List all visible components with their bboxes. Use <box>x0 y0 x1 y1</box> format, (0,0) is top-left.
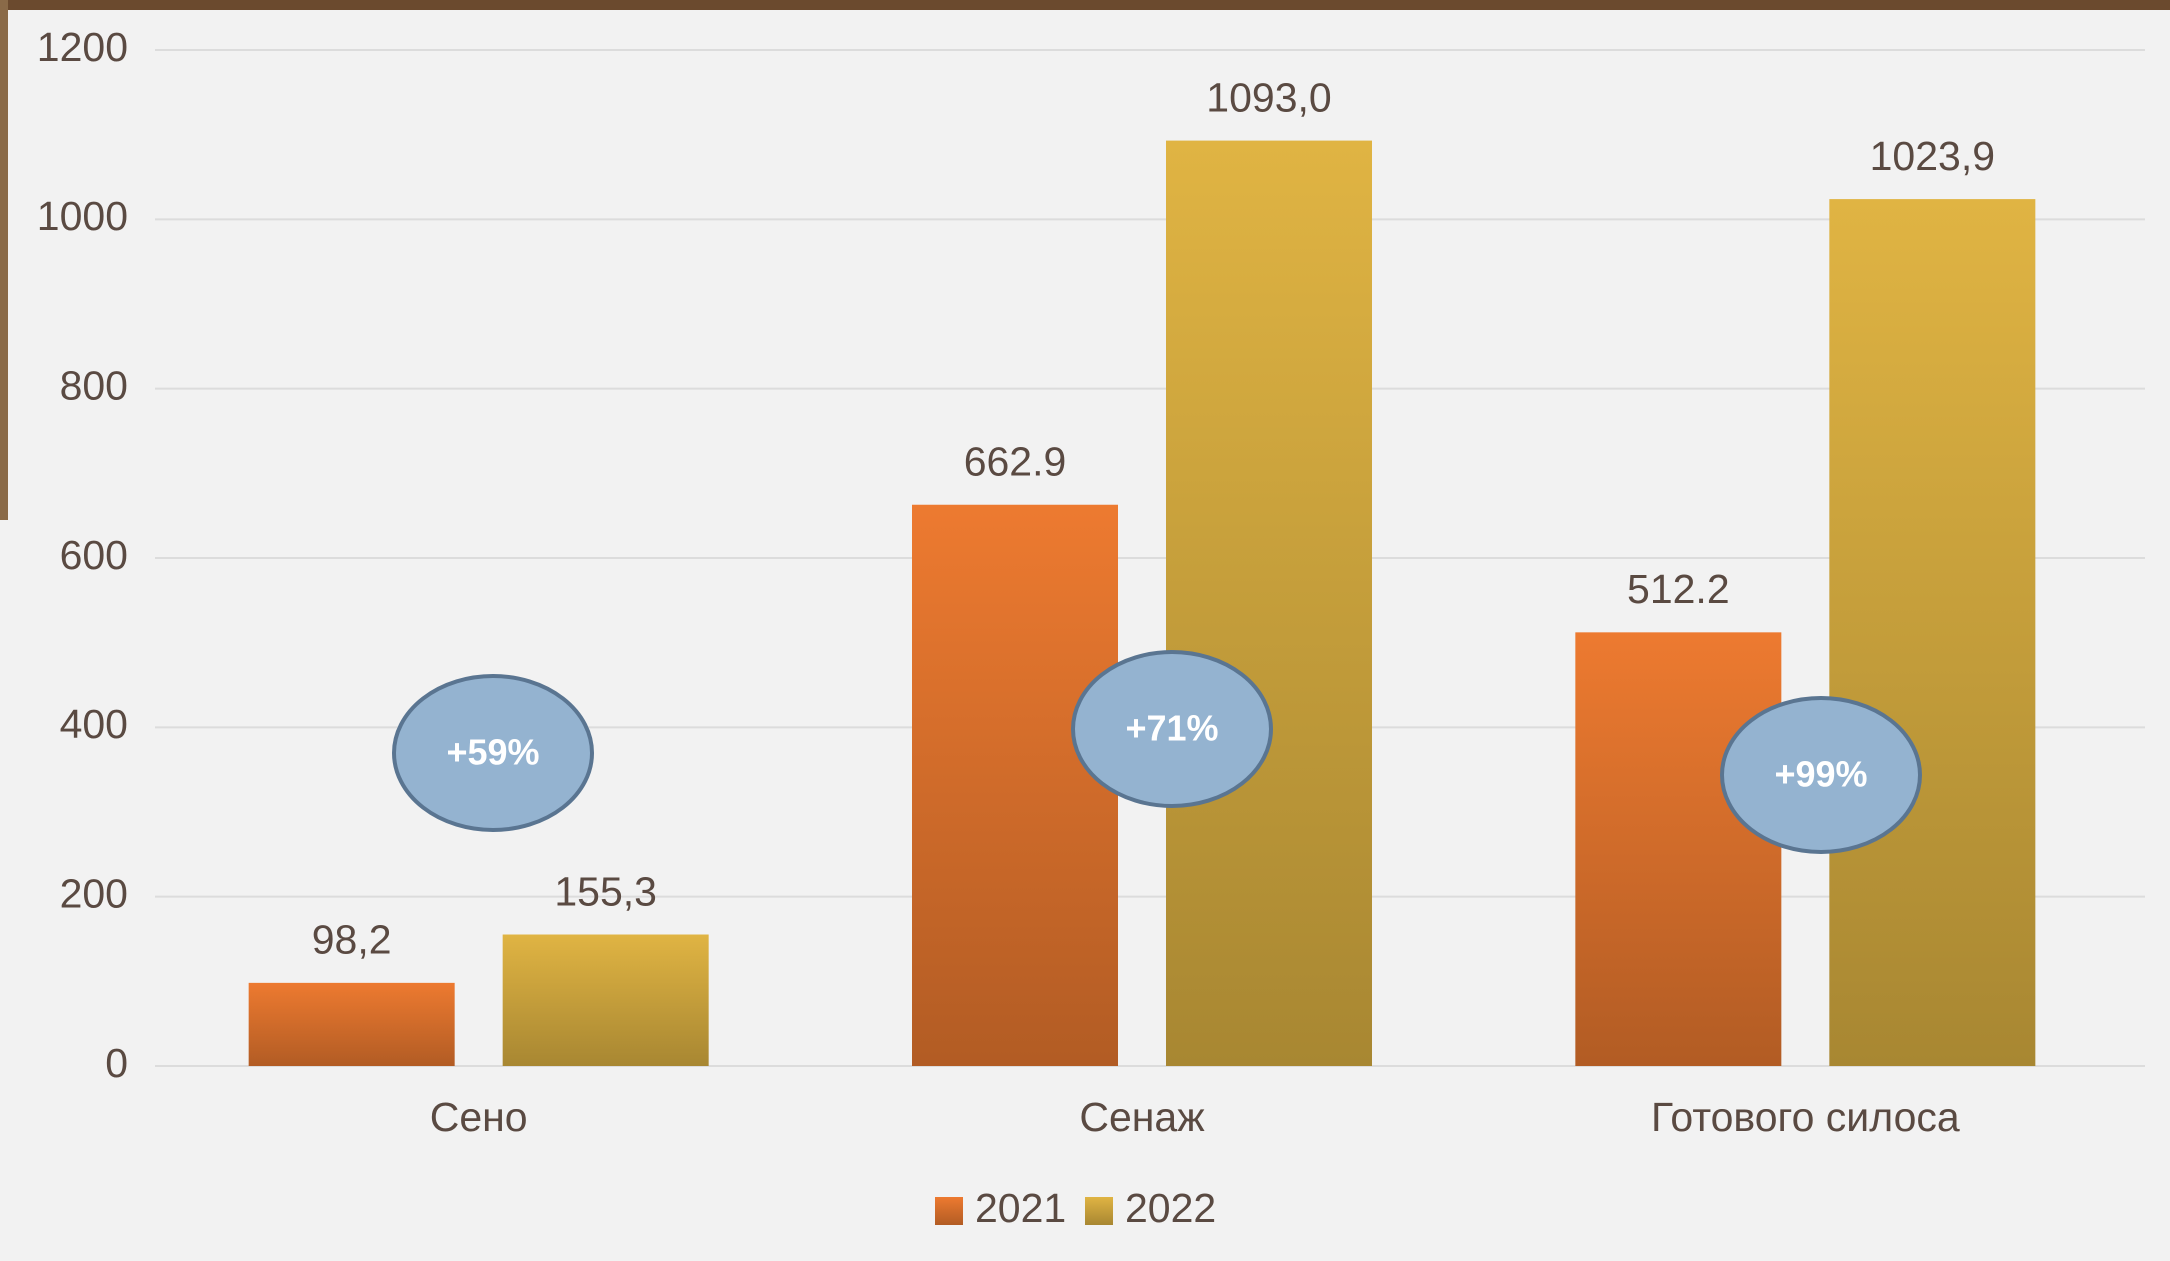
value-label: 512.2 <box>1627 566 1730 612</box>
value-label: 1093,0 <box>1206 74 1331 120</box>
y-tick-label: 600 <box>60 532 128 578</box>
annotation-text: +99% <box>1774 754 1867 795</box>
legend-label: 2021 <box>975 1185 1066 1231</box>
annotation-text: +71% <box>1125 708 1218 749</box>
x-tick-label: Готового силоса <box>1651 1094 1960 1140</box>
left-photo-strip <box>0 0 8 520</box>
y-tick-label: 800 <box>60 362 128 408</box>
bar <box>1829 199 2035 1066</box>
value-label: 155,3 <box>554 868 657 914</box>
bar <box>249 983 455 1066</box>
y-tick-label: 1200 <box>37 24 128 70</box>
bar <box>912 505 1118 1066</box>
value-label: 662.9 <box>964 439 1067 485</box>
x-tick-label: Сено <box>430 1094 528 1140</box>
legend-swatch <box>935 1197 963 1225</box>
y-tick-label: 0 <box>105 1040 128 1086</box>
bar <box>1575 632 1781 1066</box>
bar <box>503 935 709 1066</box>
x-tick-label: Сенаж <box>1079 1094 1205 1140</box>
bar <box>1166 141 1372 1066</box>
value-label: 98,2 <box>312 917 392 963</box>
y-tick-label: 200 <box>60 870 128 916</box>
y-tick-label: 400 <box>60 701 128 747</box>
annotation-text: +59% <box>446 732 539 773</box>
chart: 0 200 400 600 800 1000 1200 Сено 98,2 155,3 Сенаж 6… <box>0 0 2170 1261</box>
legend-swatch <box>1085 1197 1113 1225</box>
value-label: 1023,9 <box>1870 133 1995 179</box>
legend-label: 2022 <box>1125 1185 1216 1231</box>
top-photo-strip <box>0 0 2170 10</box>
y-tick-label: 1000 <box>37 193 128 239</box>
